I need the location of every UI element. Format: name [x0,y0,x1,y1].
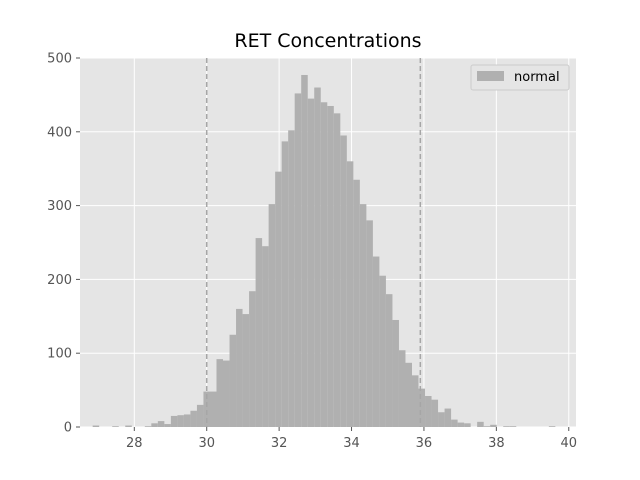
histogram-bar [346,161,354,427]
histogram-bar [281,141,289,428]
histogram-bar [548,426,556,427]
histogram-bar [288,130,295,427]
histogram-bar [301,74,308,427]
histogram-bar [392,319,399,427]
histogram-bar [464,423,471,427]
histogram-bar [503,426,510,427]
histogram-bar [223,360,230,427]
reference-lines [205,58,422,427]
histogram-bar [229,334,237,427]
histogram-bar [353,179,360,427]
histogram-bar [457,422,465,427]
x-tick-label: 32 [271,436,288,451]
histogram-bar [477,421,484,427]
histogram-bar [379,275,386,427]
histogram-bar [294,93,302,427]
histogram-bar [112,426,119,427]
histogram-bar [170,415,178,427]
legend-swatch-normal [477,71,504,81]
histogram-bar [340,135,347,428]
y-tick-label: 400 [47,125,72,140]
histogram-bar [372,256,380,427]
histogram-bar [438,412,445,427]
histogram-bar [509,426,517,427]
histogram-bar [209,391,217,427]
histogram-bar [398,350,406,427]
histogram-bars [92,74,556,428]
histogram-bar [144,426,152,427]
histogram-bar [425,396,432,427]
histogram-bar [366,220,373,427]
histogram-bar [268,204,276,427]
x-tick-label: 38 [488,436,505,451]
histogram-bar [157,421,165,427]
histogram-bar [196,404,204,427]
histogram-bar [314,87,321,428]
histogram-bar [216,359,224,427]
histogram-bar [275,171,282,427]
y-tick-label: 300 [47,199,72,214]
histogram-bar [249,291,256,427]
x-tick-label: 40 [560,436,577,451]
chart-title: RET Concentrations [234,30,422,52]
histogram-bar [483,426,491,427]
x-tick-label: 30 [198,436,215,451]
y-tick-label: 0 [64,421,72,436]
histogram-bar [359,204,367,427]
histogram-bar [262,246,269,427]
histogram-bar [444,408,452,427]
histogram-bar [490,424,497,427]
histogram-bar [177,415,184,427]
histogram-bar [333,113,341,427]
histogram-bar [151,423,158,427]
y-tick-label: 500 [47,52,72,67]
histogram-bar [320,102,328,427]
legend: normal [470,64,570,91]
y-tick-label: 200 [47,273,72,288]
x-axis: 28 30 32 34 36 38 40 [126,427,577,451]
x-tick-label: 34 [343,436,360,451]
histogram-bar [411,375,419,427]
histogram-bar [190,410,197,427]
histogram-bar [164,424,171,427]
histogram-bar [255,238,263,427]
histogram-bar [203,391,210,427]
histogram-bar [405,362,412,427]
legend-label-normal: normal [514,70,560,85]
histogram-bar [125,425,132,427]
histogram-bar [183,414,191,427]
x-tick-label: 28 [126,436,143,451]
histogram-bar [385,294,393,427]
histogram-bar [242,314,250,427]
x-tick-label: 36 [416,436,433,451]
histogram-bar [451,419,458,427]
y-tick-label: 100 [47,347,72,362]
histogram-bar [307,98,315,427]
histogram-bar [92,425,100,427]
histogram-bar [236,308,243,427]
histogram-bar [431,399,439,427]
histogram-bar [327,105,334,427]
histogram-bar [418,388,426,427]
y-axis: 0 100 200 300 400 500 [47,52,80,436]
